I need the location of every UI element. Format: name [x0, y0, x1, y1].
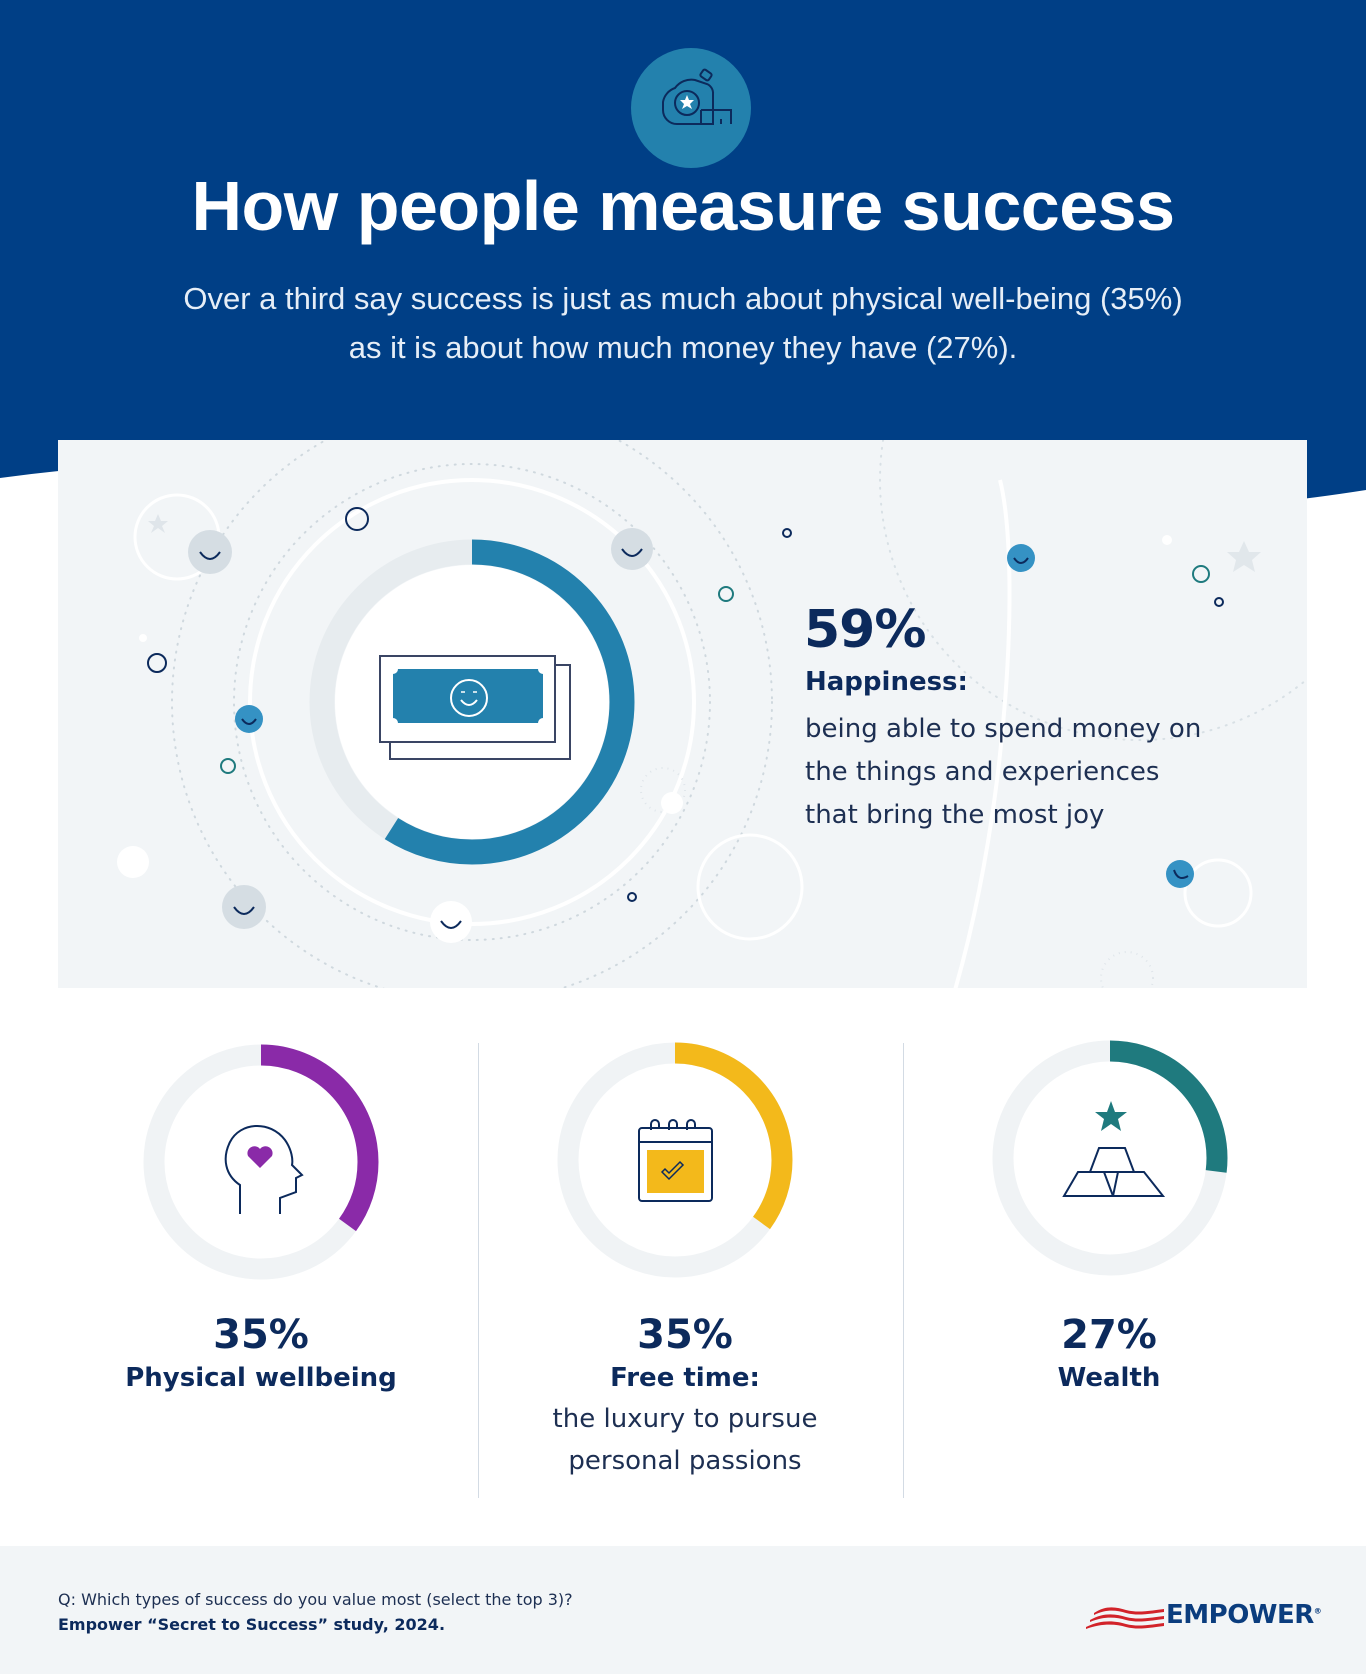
column-divider [478, 1043, 479, 1498]
empower-logo: EMPOWER® [1166, 1600, 1322, 1630]
registered-mark: ® [1313, 1606, 1322, 1616]
featured-description-line: that bring the most joy [805, 800, 1105, 830]
stat-wealth: 27% Wealth [959, 1312, 1259, 1398]
smiley-icon [188, 530, 232, 574]
logo-wordmark: EMPOWER [1166, 1600, 1314, 1630]
survey-question: Q: Which types of success do you value m… [58, 1590, 573, 1609]
page-title: How people measure success [191, 167, 1176, 245]
footer [0, 1546, 1366, 1674]
stat-percent: 27% [1061, 1312, 1157, 1358]
stat-free-time: 35% Free time: the luxury to pursue pers… [535, 1312, 835, 1482]
featured-description-line: being able to spend money on [805, 714, 1202, 744]
stat-percent: 35% [213, 1312, 309, 1358]
wealth-donut-chart [992, 1040, 1228, 1276]
money-bill-smiley-icon [379, 655, 571, 760]
featured-stat-panel [58, 440, 1307, 988]
measuring-tape-star-icon [631, 48, 751, 168]
gold-bars-star-icon [1062, 1101, 1166, 1197]
smiley-icon [222, 885, 266, 929]
survey-source: Empower “Secret to Success” study, 2024. [58, 1615, 446, 1634]
featured-label: Happiness: [805, 667, 968, 697]
empower-flag-logo-icon [1086, 1607, 1164, 1629]
stat-label: Wealth [1057, 1363, 1161, 1393]
stat-percent: 35% [637, 1312, 733, 1358]
stat-label: Physical wellbeing [125, 1363, 397, 1393]
stat-description-line: the luxury to pursue [552, 1404, 818, 1434]
physical-wellbeing-donut-chart [143, 1044, 379, 1280]
stat-donut-charts [143, 1040, 1228, 1280]
stat-label: Free time: [610, 1363, 760, 1393]
smiley-icon [430, 901, 472, 943]
column-divider [903, 1043, 904, 1498]
featured-percent: 59% [804, 600, 926, 660]
page-subtitle-line-2: as it is about how much money they have … [348, 330, 1018, 365]
calendar-check-icon [638, 1119, 713, 1202]
stat-description-line: personal passions [568, 1446, 802, 1476]
head-heart-icon [224, 1125, 304, 1214]
smiley-icon [1007, 544, 1035, 572]
smiley-icon [611, 528, 653, 570]
featured-description: being able to spend money on the things … [805, 708, 1201, 837]
decorative-background-graphics [117, 440, 1307, 988]
smiley-icon [1166, 860, 1194, 888]
page-subtitle-line-1: Over a third say success is just as much… [183, 281, 1183, 316]
free-time-donut-chart [557, 1042, 793, 1278]
stat-physical-wellbeing: 35% Physical wellbeing [111, 1312, 411, 1398]
featured-description-line: the things and experiences [805, 757, 1160, 787]
smiley-icon [235, 705, 263, 733]
